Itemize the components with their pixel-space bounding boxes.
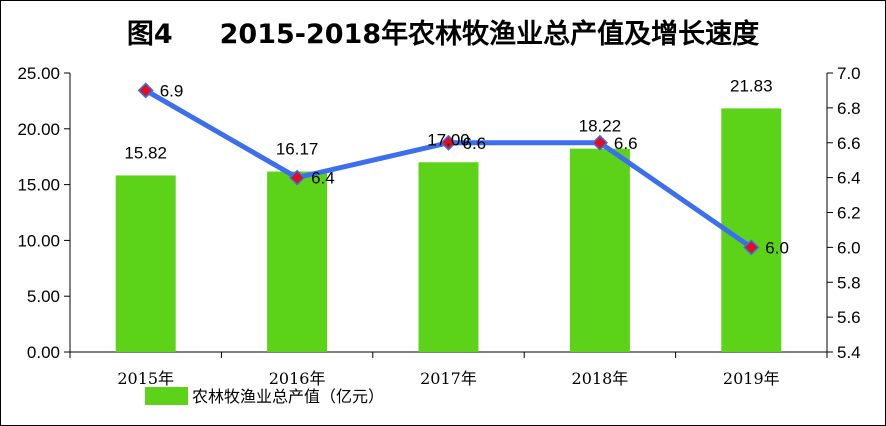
right-tick-label: 6.2 <box>837 204 861 223</box>
left-tick-label: 15.00 <box>17 176 60 195</box>
bar-data-label: 17.00 <box>427 130 470 149</box>
right-tick-label: 6.0 <box>837 238 861 257</box>
bar <box>418 162 479 352</box>
line-data-label: 6.6 <box>614 134 638 153</box>
line-marker <box>591 134 608 151</box>
bar <box>267 171 328 352</box>
legend: 农林牧渔业总产值（亿元） <box>145 387 384 406</box>
right-tick-label: 6.8 <box>837 99 861 118</box>
left-tick-label: 25.00 <box>17 64 60 83</box>
bar <box>115 175 176 352</box>
bar-data-label: 21.83 <box>730 76 773 95</box>
line-marker <box>743 239 760 256</box>
chart-title: 图4 2015-2018年农林牧渔业总产值及增长速度 <box>126 19 760 50</box>
x-tick-label: 2019年 <box>723 369 780 388</box>
data-labels-group: 15.82 16.17 17.00 18.22 21.83 6.9 6.4 6.6 6.6 6.0 <box>124 76 789 257</box>
legend-swatch <box>145 387 188 405</box>
left-tick-label: 10.00 <box>17 231 60 250</box>
right-tick-label: 6.6 <box>837 134 861 153</box>
left-tick-label: 0.00 <box>27 343 60 362</box>
right-tick-label: 5.8 <box>837 273 861 292</box>
bar <box>721 108 782 352</box>
left-tick-label: 5.00 <box>27 287 60 306</box>
left-tick-label: 20.00 <box>17 120 60 139</box>
bars-group <box>115 108 782 352</box>
line-marker <box>289 169 306 186</box>
right-tick-label: 5.6 <box>837 308 861 327</box>
line-marker <box>137 82 154 99</box>
right-tick-label: 6.4 <box>837 169 861 188</box>
line-data-label: 6.6 <box>463 134 487 153</box>
line-marker <box>440 134 457 151</box>
x-tick-label: 2015年 <box>117 369 174 388</box>
line-data-label: 6.4 <box>311 169 335 188</box>
line-data-label: 6.9 <box>160 81 184 100</box>
bar-data-label: 18.22 <box>579 117 622 136</box>
bar-data-label: 16.17 <box>276 140 319 159</box>
legend-label: 农林牧渔业总产值（亿元） <box>192 387 384 406</box>
line-data-label: 6.0 <box>765 238 789 257</box>
x-tick-label: 2016年 <box>269 369 326 388</box>
bar-data-label: 15.82 <box>124 143 167 162</box>
x-tick-label: 2018年 <box>572 369 629 388</box>
right-tick-label: 5.4 <box>837 343 861 362</box>
bar <box>569 148 630 352</box>
line-series-group <box>137 82 760 256</box>
right-tick-label: 7.0 <box>837 64 861 83</box>
axes-group: 0.00 5.00 10.00 15.00 20.00 25.00 5.4 5.6 5.8 6.0… <box>17 64 860 388</box>
x-tick-label: 2017年 <box>420 369 477 388</box>
